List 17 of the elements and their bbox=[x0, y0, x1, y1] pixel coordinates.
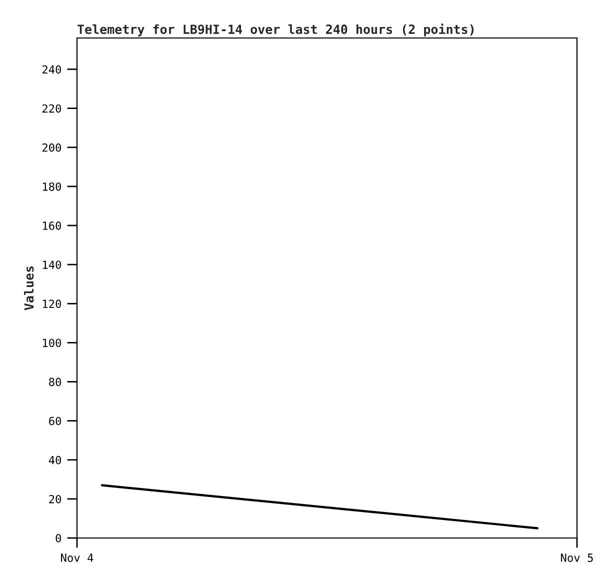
chart-title: Telemetry for LB9HI-14 over last 240 hours (2 points) bbox=[78, 24, 474, 36]
y-tick-label: 120 bbox=[42, 300, 61, 308]
y-tick-label: 160 bbox=[42, 222, 61, 230]
y-tick-label: 220 bbox=[42, 104, 61, 113]
y-tick-label: 40 bbox=[48, 456, 61, 464]
y-tick-label: 80 bbox=[49, 378, 61, 386]
x-tick-label: Nov 5 bbox=[561, 554, 593, 562]
y-tick-label: 0 bbox=[56, 534, 61, 542]
y-tick-label: 240 bbox=[42, 65, 61, 74]
x-tick-label: Nov 4 bbox=[61, 554, 94, 562]
y-tick-label: 20 bbox=[49, 494, 61, 504]
y-tick-label: 60 bbox=[49, 416, 61, 426]
y-tick-label: 180 bbox=[42, 182, 61, 191]
y-tick-label: 100 bbox=[42, 338, 61, 348]
y-tick-label: 200 bbox=[42, 143, 61, 152]
y-axis-title: Values bbox=[24, 266, 34, 310]
y-tick-label: 140 bbox=[42, 260, 61, 269]
